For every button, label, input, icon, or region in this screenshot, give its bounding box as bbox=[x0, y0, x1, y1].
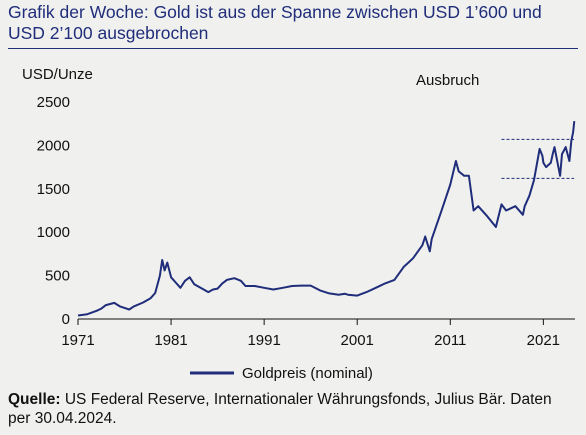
y-tick-label: 1500 bbox=[37, 181, 70, 198]
legend-label: Goldpreis (nominal) bbox=[242, 365, 373, 382]
y-axis-ticks: 0 500 1000 1500 2000 2500 bbox=[37, 94, 70, 328]
x-axis-ticks: 1971 1981 1991 2001 2011 2021 bbox=[61, 319, 560, 349]
title-divider bbox=[8, 48, 578, 49]
gold-price-chart: USD/Unze Ausbruch 0 500 1000 1500 2000 2500 1… bbox=[22, 66, 576, 382]
reference-lines bbox=[501, 138, 575, 179]
x-tick-label: 1981 bbox=[154, 332, 187, 349]
x-tick-label: 1971 bbox=[61, 332, 94, 349]
y-tick-label: 0 bbox=[62, 311, 70, 328]
annotation-ausbruch: Ausbruch bbox=[416, 72, 479, 89]
y-tick-label: 500 bbox=[45, 268, 70, 285]
source-text: US Federal Reserve, Internationaler Währ… bbox=[8, 391, 552, 427]
x-tick-label: 2001 bbox=[341, 332, 374, 349]
source-note: Quelle: US Federal Reserve, Internationa… bbox=[8, 390, 578, 428]
series-line-goldpreis bbox=[77, 120, 576, 317]
source-label: Quelle: bbox=[8, 391, 61, 408]
x-tick-label: 2021 bbox=[527, 332, 560, 349]
chart-title: Grafik der Woche: Gold ist aus der Spann… bbox=[8, 2, 542, 43]
y-tick-label: 2000 bbox=[37, 137, 70, 154]
x-tick-label: 1991 bbox=[247, 332, 280, 349]
x-tick-label: 2011 bbox=[434, 332, 466, 349]
y-axis-label: USD/Unze bbox=[22, 66, 93, 83]
y-tick-label: 2500 bbox=[37, 94, 70, 111]
y-tick-label: 1000 bbox=[37, 224, 70, 241]
